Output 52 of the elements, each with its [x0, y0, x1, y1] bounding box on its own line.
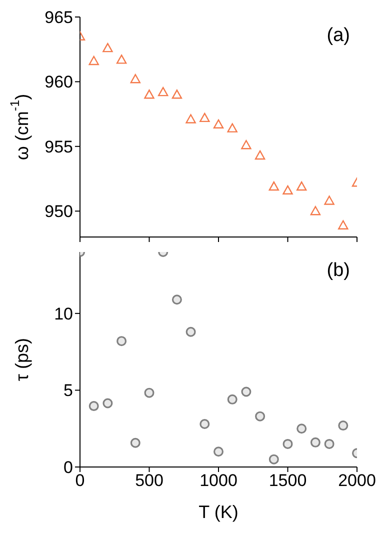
- point: [338, 220, 348, 230]
- point: [158, 86, 168, 96]
- point: [186, 326, 196, 337]
- point: [268, 181, 279, 191]
- point: [282, 438, 293, 449]
- x-tick-label: 1000: [200, 471, 238, 490]
- point: [282, 185, 293, 195]
- point: [88, 401, 99, 412]
- point: [102, 398, 113, 408]
- point: [172, 90, 182, 99]
- point: [310, 206, 321, 216]
- point: [254, 150, 266, 160]
- point: [200, 112, 210, 122]
- point: [116, 336, 127, 346]
- x-tick-label: 500: [135, 471, 164, 490]
- point: [296, 181, 307, 191]
- y-axis-title: τ (ps): [12, 338, 32, 382]
- point: [116, 54, 127, 64]
- point: [227, 123, 238, 132]
- point: [144, 90, 154, 99]
- point: [241, 386, 252, 397]
- y-tick-label: 10: [54, 304, 73, 324]
- y-tick-label: 960: [44, 72, 73, 92]
- point: [338, 420, 348, 431]
- x-tick-label: 2000: [338, 471, 376, 490]
- y-tick-label: 965: [44, 8, 73, 28]
- y-tick-label: 955: [44, 137, 73, 156]
- annotation: (a): [326, 25, 350, 47]
- y-tick-label: 0: [64, 458, 73, 478]
- x-tick-label: 1500: [268, 471, 307, 490]
- point: [214, 446, 224, 457]
- annotation: (b): [326, 260, 350, 282]
- point: [241, 140, 252, 150]
- point: [200, 419, 210, 429]
- point: [172, 294, 182, 305]
- y-tick-label: 950: [44, 202, 73, 222]
- point: [296, 424, 307, 434]
- point: [213, 119, 224, 129]
- point: [88, 56, 99, 66]
- point: [310, 437, 320, 448]
- x-axis-title: T (K): [198, 502, 238, 522]
- point: [268, 454, 279, 464]
- point: [255, 411, 266, 422]
- point: [324, 196, 334, 205]
- point: [130, 438, 140, 448]
- point: [324, 438, 334, 449]
- point: [186, 114, 196, 124]
- point: [227, 394, 238, 404]
- y-tick-label: 5: [64, 381, 73, 400]
- point: [102, 42, 113, 52]
- point: [130, 74, 140, 84]
- point: [144, 388, 154, 398]
